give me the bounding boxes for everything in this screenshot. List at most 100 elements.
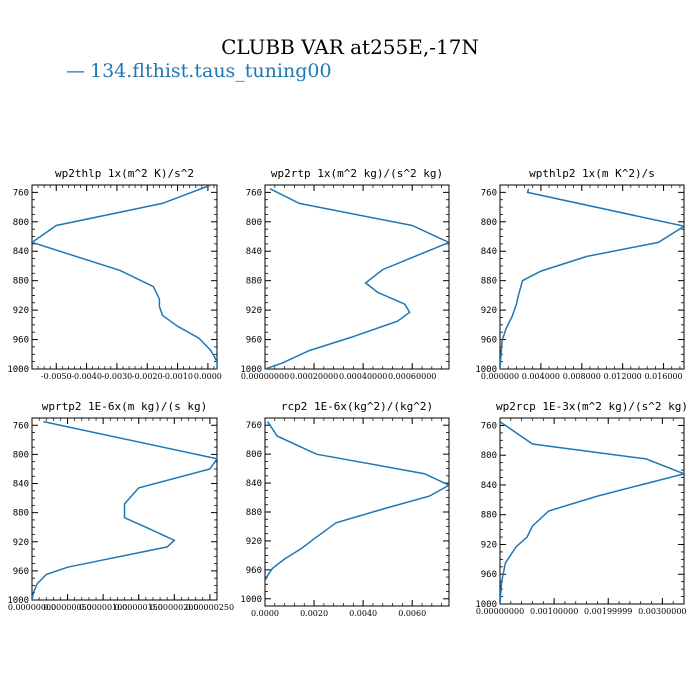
y-tick-label: 840 [13,480,29,490]
y-tick-label: 760 [246,188,262,198]
y-tick-label: 880 [481,277,497,287]
panel-title: wpthlp2 1x(m K^2)/s [529,167,655,180]
y-tick-label: 960 [13,567,29,577]
x-tick-label: 0.0040 [349,609,377,618]
x-tick-label: 0.00040000 [339,372,387,381]
x-tick-label: 0.00199999 [584,607,632,616]
panel-3: wpthlp2 1x(m K^2)/s 760 800 840 880 920 960 100… [475,167,685,381]
y-tick-label: 1000 [7,596,29,606]
y-tick-label: 800 [13,218,29,228]
y-tick-label: 960 [246,336,262,346]
x-tick-label: 0.00060000 [388,372,436,381]
x-tick-label: -0.0010 [162,372,193,381]
series-line [500,421,684,604]
legend-dash: — [66,60,85,82]
y-tick-label: 960 [481,336,497,346]
y-tick-label: 800 [481,218,497,228]
y-tick-label: 800 [246,450,262,460]
y-tick-label: 800 [13,450,29,460]
legend: — 134.flthist.taus_tuning00 [66,60,332,82]
plot-frame [499,417,685,605]
x-tick-label: 0.0060 [398,609,426,618]
series-line [500,188,684,369]
panel-2: wp2rtp 1x(m^2 kg)/(s^2 kg) 760 800 840 880 92… [240,167,450,381]
series-line [265,188,449,369]
plot-frame [499,184,685,370]
y-tick-label: 920 [13,538,29,548]
x-tick-label: 0.00000000 [241,372,289,381]
y-tick-label: 1000 [240,365,262,375]
x-tick-label: 0.00000050 [43,603,91,612]
x-tick-label: 0.008000 [563,372,601,381]
y-tick-label: 760 [481,421,497,431]
y-tick-label: 760 [13,421,29,431]
plot-frame [31,184,218,370]
plot-frame [264,417,450,607]
y-tick-label: 800 [481,451,497,461]
x-tick-label: 0.0020 [300,609,328,618]
panel-6: wp2rcp 1E-3x(m^2 kg)/(s^2 kg) 760 800 840 88… [475,400,688,616]
x-tick-label: 0.00000000 [476,607,524,616]
y-tick-label: 840 [13,247,29,257]
panel-title: wprtp2 1E-6x(m kg)/(s kg) [42,400,208,413]
y-tick-label: 760 [246,421,262,431]
panel-title: wp2thlp 1x(m^2 K)/s^2 [55,167,194,180]
panel-5: rcp2 1E-6x(kg^2)/(kg^2) 760 800 840 880 920 96… [240,400,450,618]
x-tick-label: 0.00000150 [115,603,163,612]
panels: wp2thlp 1x(m^2 K)/s^2 760 800 840 880 920 960 1… [7,167,688,618]
y-tick-label: 840 [481,481,497,491]
y-tick-label: 840 [246,247,262,257]
x-tick-label: 0.016000 [644,372,682,381]
series-line [32,185,217,369]
x-tick-label: 0.00020000 [290,372,338,381]
panel-title: wp2rtp 1x(m^2 kg)/(s^2 kg) [271,167,443,180]
y-tick-label: 920 [13,306,29,316]
y-tick-label: 920 [481,540,497,550]
y-tick-label: 920 [481,306,497,316]
y-tick-label: 880 [246,277,262,287]
y-tick-label: 920 [246,306,262,316]
x-tick-label: -0.0050 [41,372,72,381]
x-tick-label: 0.00000100 [79,603,127,612]
series-line [32,420,217,600]
y-tick-label: 1000 [7,365,29,375]
x-tick-label: 0.00000200 [150,603,198,612]
panel-title: wp2rcp 1E-3x(m^2 kg)/(s^2 kg) [496,400,688,413]
x-tick-label: 0.0000 [251,609,279,618]
x-tick-label: -0.0040 [71,372,102,381]
x-tick-label: -0.0020 [132,372,163,381]
x-tick-label: 0.0000 [194,372,222,381]
y-tick-label: 760 [13,188,29,198]
y-tick-label: 880 [481,511,497,521]
panel-1: wp2thlp 1x(m^2 K)/s^2 760 800 840 880 920 960 1… [7,167,222,381]
y-tick-label: 960 [481,570,497,580]
y-tick-label: 800 [246,218,262,228]
plot-frame [264,184,450,370]
y-tick-label: 760 [481,188,497,198]
x-tick-label: 0.00300000 [638,607,686,616]
x-tick-label: 0.000000 [481,372,519,381]
y-tick-label: 1000 [475,600,497,610]
y-tick-label: 840 [246,479,262,489]
y-tick-label: 880 [13,509,29,519]
y-tick-label: 920 [246,537,262,547]
x-tick-label: 0.012000 [604,372,642,381]
x-tick-label: 0.00100000 [530,607,578,616]
x-tick-label: -0.0030 [102,372,133,381]
y-tick-label: 840 [481,247,497,257]
panel-title: rcp2 1E-6x(kg^2)/(kg^2) [281,400,433,413]
x-tick-label: 0.00000250 [186,603,234,612]
x-tick-label: 0.00000000 [8,603,56,612]
y-tick-label: 1000 [240,595,262,605]
series-line [265,421,449,582]
legend-label: 134.flthist.taus_tuning00 [90,60,332,82]
y-tick-label: 880 [246,508,262,518]
y-tick-label: 960 [246,566,262,576]
x-tick-label: 0.004000 [522,372,560,381]
figure-title: CLUBB VAR at255E,-17N [221,35,479,59]
y-tick-label: 880 [13,277,29,287]
y-tick-label: 1000 [475,365,497,375]
y-tick-label: 960 [13,336,29,346]
panel-4: wprtp2 1E-6x(m kg)/(s kg) 760 800 840 880 920… [7,400,234,612]
